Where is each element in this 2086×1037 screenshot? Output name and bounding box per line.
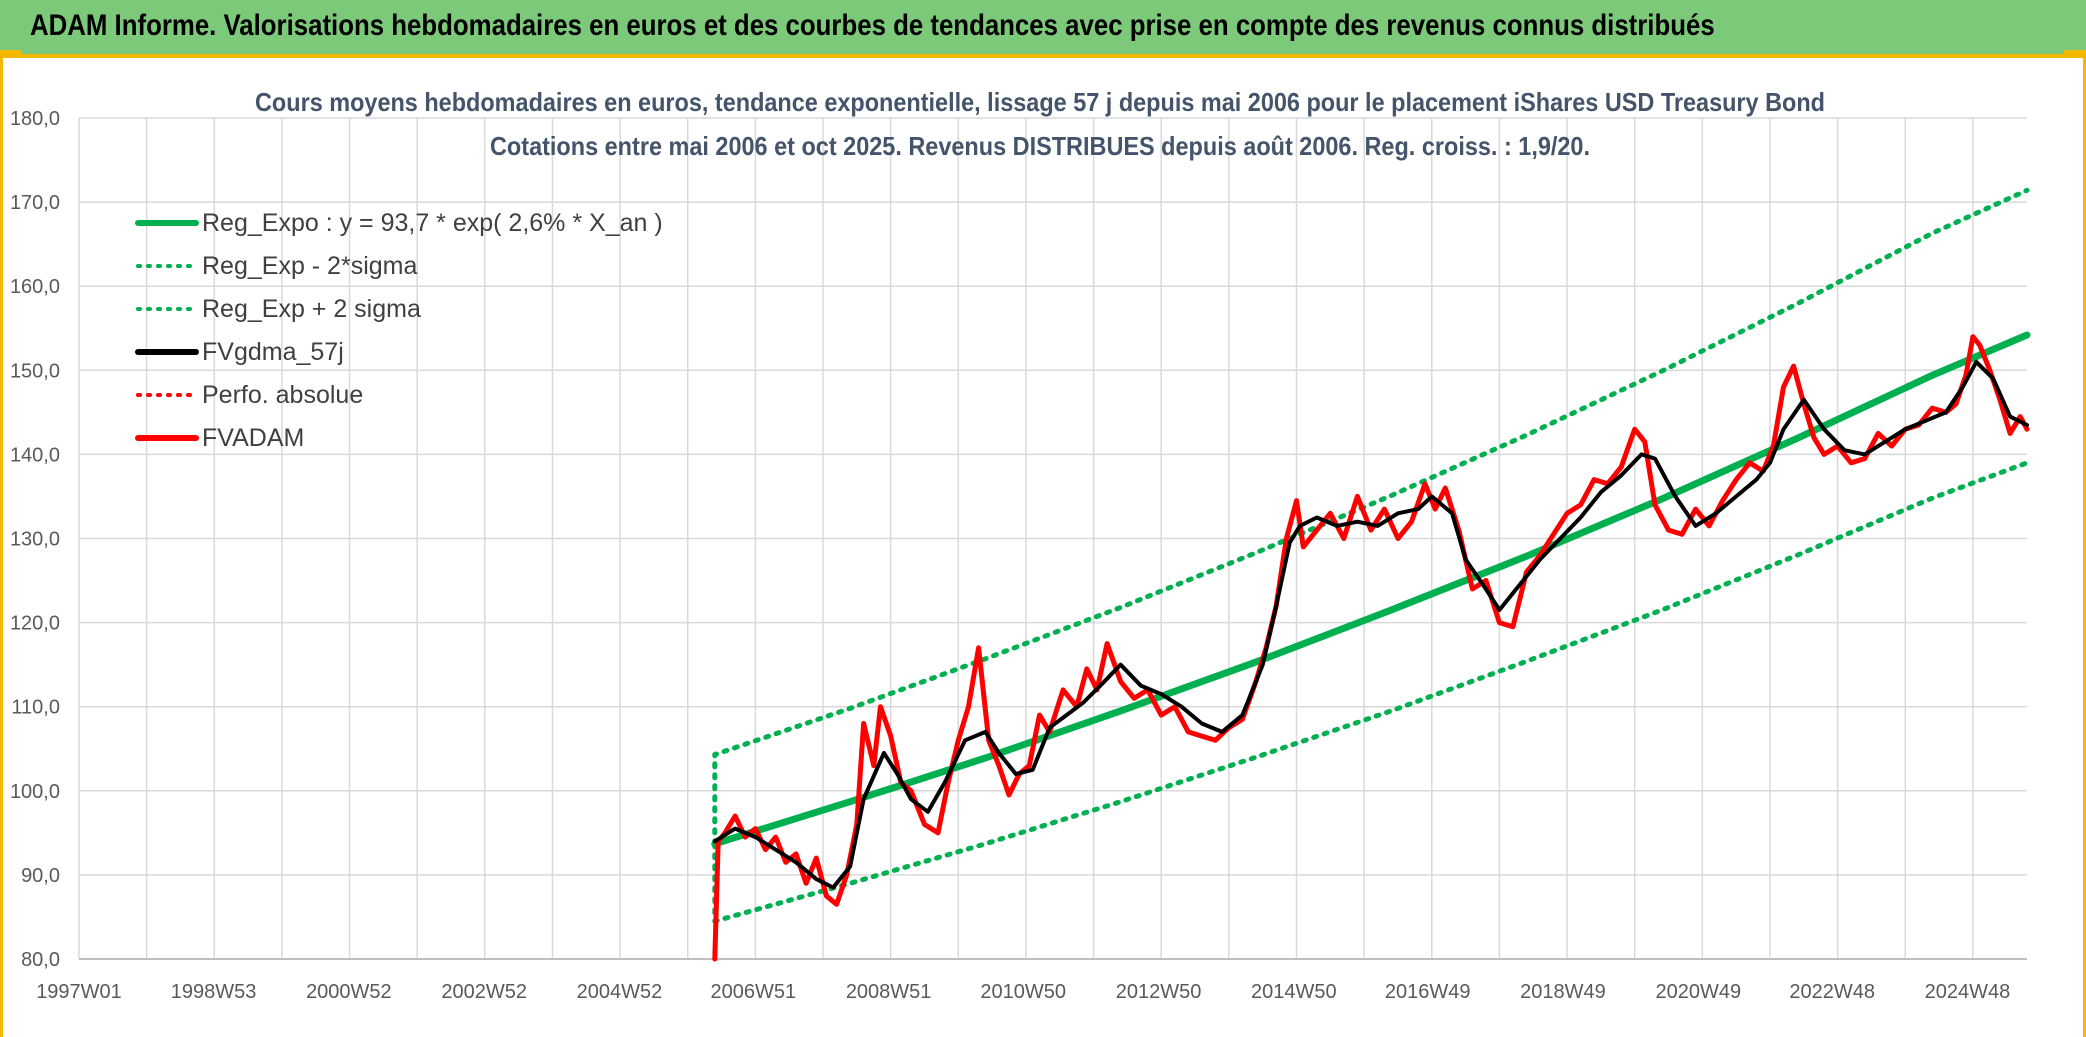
y-tick-label: 100,0: [10, 781, 60, 803]
price-line: [712, 334, 2030, 962]
lower-band-line: [712, 460, 2030, 924]
y-tick-label: 90,0: [21, 865, 60, 887]
y-tick-label: 140,0: [10, 444, 60, 466]
x-tick-label: 2004W52: [577, 981, 663, 1003]
y-tick-label: 130,0: [10, 529, 60, 551]
regression-line: [711, 331, 2031, 848]
y-tick-label: 120,0: [10, 613, 60, 635]
x-tick-label: 2020W49: [1655, 981, 1741, 1003]
chart-subtitle: Cotations entre mai 2006 et oct 2025. Re…: [490, 131, 1590, 161]
smoothed-line: [712, 359, 2029, 890]
upper-band-line: [712, 187, 2030, 847]
x-tick-label: 2006W51: [711, 981, 797, 1003]
y-tick-label: 150,0: [10, 360, 60, 382]
series: [711, 187, 2031, 962]
legend-label: FVADAM: [202, 424, 304, 452]
page-title: ADAM Informe. Valorisations hebdomadaire…: [30, 9, 1715, 42]
x-tick-label: 2024W48: [1925, 981, 2011, 1003]
y-tick-label: 160,0: [10, 276, 60, 298]
y-axis-ticks: 80,0 90,0 100,0 110,0 120,0 130,0 140,0 150,0 16…: [10, 108, 60, 971]
x-tick-label: 2022W48: [1789, 981, 1875, 1003]
legend-label: Reg_Exp - 2*sigma: [202, 252, 417, 280]
chart-frame: [0, 58, 2086, 1037]
y-tick-label: 110,0: [11, 697, 60, 719]
x-axis-ticks: 1997W01 1998W53 2000W52 2002W52 2004W52 2006W…: [36, 981, 2010, 1003]
x-tick-label: 2014W50: [1251, 981, 1337, 1003]
x-tick-label: 2010W50: [980, 981, 1066, 1003]
x-tick-label: 1997W01: [36, 981, 122, 1003]
corner-accent-right: [2064, 50, 2086, 58]
legend-label: Reg_Expo : y = 93,7 * exp( 2,6% * X_an ): [202, 209, 663, 237]
x-tick-label: 2002W52: [441, 981, 527, 1003]
legend-label: FVgdma_57j: [202, 338, 344, 366]
x-tick-label: 2000W52: [306, 981, 392, 1003]
x-tick-label: 2012W50: [1116, 981, 1202, 1003]
x-tick-label: 1998W53: [171, 981, 257, 1003]
x-tick-label: 2018W49: [1520, 981, 1606, 1003]
grid: [78, 117, 2027, 960]
x-tick-label: 2016W49: [1385, 981, 1471, 1003]
corner-accent-left: [0, 50, 22, 58]
legend-label: Perfo. absolue: [202, 381, 363, 409]
header-banner: ADAM Informe. Valorisations hebdomadaire…: [0, 0, 2086, 58]
legend: Reg_Expo : y = 93,7 * exp( 2,6% * X_an )…: [135, 209, 663, 452]
y-tick-label: 80,0: [21, 949, 60, 971]
legend-label: Reg_Exp + 2 sigma: [202, 295, 421, 323]
x-tick-label: 2008W51: [846, 981, 932, 1003]
y-tick-label: 170,0: [10, 192, 60, 214]
y-tick-label: 180,0: [10, 108, 60, 130]
chart-title: Cours moyens hebdomadaires en euros, ten…: [255, 87, 1825, 117]
